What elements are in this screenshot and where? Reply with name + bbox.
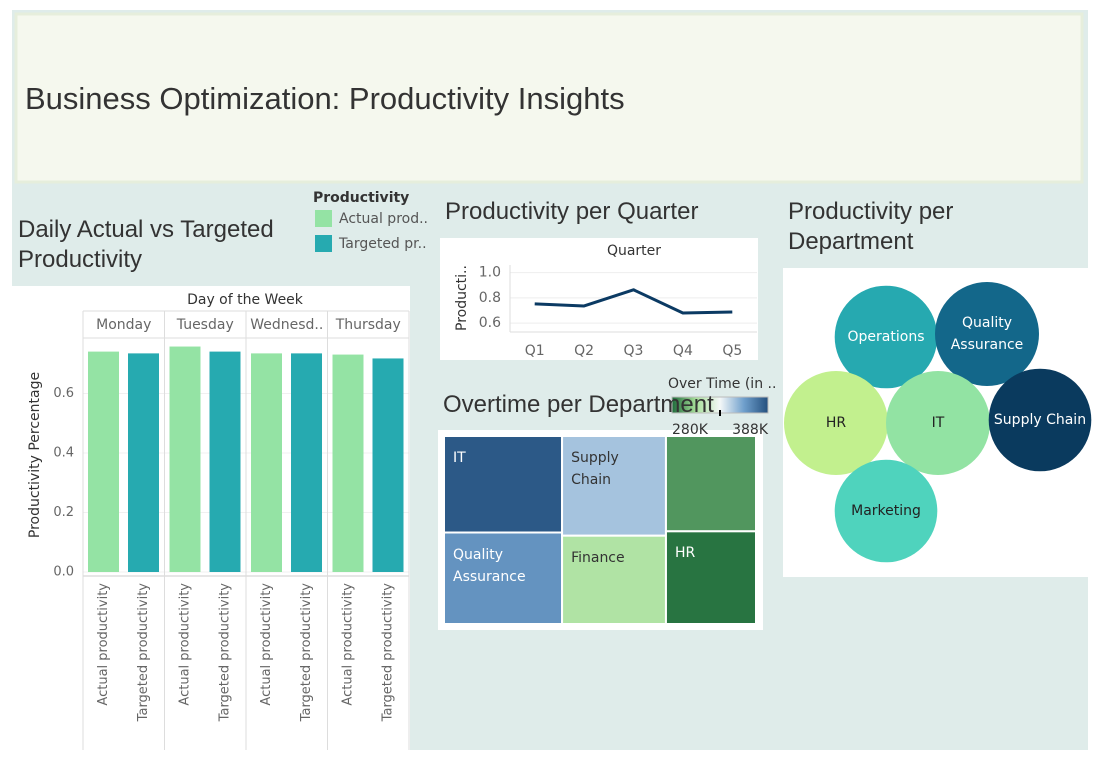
- bar-category-label: Actual productivity: [96, 583, 111, 706]
- bubble-label: Operations: [847, 329, 925, 345]
- treemap-label: IT: [453, 450, 466, 466]
- bar: [291, 353, 322, 572]
- bubble-label: IT: [931, 415, 945, 431]
- x-tick-label: Q3: [624, 343, 644, 359]
- line: [534, 288, 733, 315]
- y-tick-label: 0.4: [53, 446, 74, 461]
- treemap-cell: [443, 531, 564, 625]
- bubble: [834, 285, 938, 389]
- bar: [372, 358, 404, 572]
- x-tick-label: Q4: [673, 343, 693, 359]
- treemap-label: Quality Assurance: [453, 546, 526, 585]
- y-tick-label: 0.2: [53, 505, 74, 520]
- bubble: [784, 371, 888, 475]
- bar: [88, 351, 119, 572]
- legend-tick-label: 280K: [672, 422, 709, 438]
- bubble-label: Supply Chain: [993, 412, 1087, 428]
- bubble-label: HR: [825, 415, 847, 431]
- bubble: [834, 459, 938, 563]
- line-title: Productivity per Quarter: [445, 198, 699, 225]
- legend-swatch: [315, 210, 332, 227]
- bubble: [988, 368, 1092, 472]
- bar-category-label: Actual productivity: [178, 583, 193, 706]
- bar-category-label: Actual productivity: [341, 583, 356, 706]
- bar-category-label: Actual productivity: [259, 583, 274, 706]
- y-tick-label: 0.8: [479, 290, 501, 306]
- y-tick-label: 1.0: [479, 265, 501, 281]
- treemap-cell: [664, 530, 758, 626]
- legend-swatch: [315, 235, 332, 252]
- y-tick-label: 0.0: [53, 565, 74, 580]
- treemap-label: Supply Chain: [571, 450, 619, 488]
- legend-title: Productivity: [313, 190, 409, 206]
- legend-label: Actual prod..: [339, 211, 428, 227]
- legend-title: Over Time (in ..: [668, 376, 776, 392]
- day-label: Tuesday: [176, 317, 234, 333]
- bar: [251, 353, 282, 572]
- bar-category-label: Targeted productivity: [218, 583, 233, 723]
- bar-title: Daily Actual vs Targeted Productivity: [18, 216, 274, 273]
- treemap-cell: [443, 435, 564, 534]
- bar-category-label: Targeted productivity: [381, 583, 396, 723]
- x-tick-label: Q1: [525, 343, 545, 359]
- bar-category-label: Targeted productivity: [299, 583, 314, 723]
- bar: [332, 354, 364, 572]
- bubble-label: Quality Assurance: [950, 315, 1024, 353]
- day-label: Thursday: [335, 317, 401, 333]
- bar: [128, 353, 159, 572]
- bubble-label: Marketing: [851, 503, 921, 519]
- day-label: Wednesd..: [250, 317, 323, 333]
- x-tick-label: Q2: [574, 343, 594, 359]
- y-axis-title: Productivity Percentage: [27, 372, 43, 538]
- bubble-title: Productivity per Department: [788, 198, 954, 255]
- bubble: [935, 282, 1039, 386]
- treemap-title: Overtime per Department: [443, 391, 714, 418]
- y-tick-label: 0.6: [53, 386, 74, 401]
- y-axis-title: Producti..: [454, 265, 470, 331]
- treemap-label: Finance: [571, 549, 625, 566]
- treemap-cell: [664, 435, 758, 533]
- y-tick-label: 0.6: [479, 315, 501, 331]
- line-panel: [440, 238, 758, 360]
- treemap-label: HR: [674, 545, 696, 562]
- bar-category-label: Targeted productivity: [136, 583, 151, 723]
- treemap-cell: [561, 435, 667, 537]
- x-tick-label: Q5: [722, 343, 742, 359]
- treemap-cell: [561, 534, 667, 625]
- title-panel: [14, 12, 1084, 184]
- legend-label: Targeted pr..: [338, 236, 427, 252]
- day-label: Monday: [96, 317, 151, 333]
- bar: [169, 346, 201, 572]
- bubble: [886, 371, 990, 475]
- legend-tick-label: 388K: [732, 422, 769, 438]
- bar: [209, 351, 241, 572]
- dashboard-title: Business Optimization: Productivity Insi…: [25, 81, 625, 116]
- x-header: Quarter: [607, 243, 661, 259]
- x-header: Day of the Week: [187, 292, 304, 308]
